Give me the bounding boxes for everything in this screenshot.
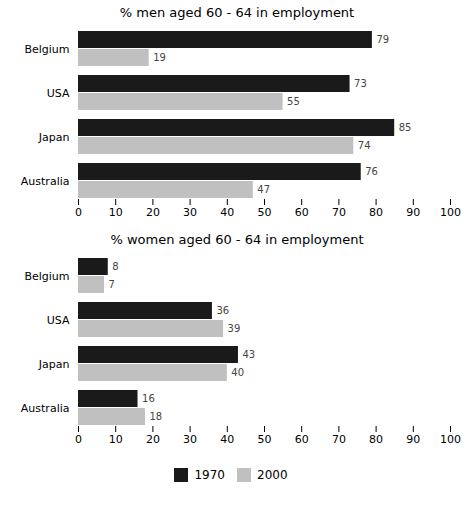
svg-text:10: 10 (109, 206, 123, 219)
svg-text:40: 40 (220, 433, 234, 446)
svg-text:0: 0 (75, 206, 82, 219)
svg-text:30: 30 (183, 206, 197, 219)
svg-text:16: 16 (142, 393, 155, 404)
svg-text:Australia: Australia (21, 402, 70, 415)
svg-text:60: 60 (295, 433, 309, 446)
svg-text:20: 20 (146, 433, 160, 446)
svg-text:USA: USA (47, 87, 70, 100)
svg-text:73: 73 (354, 78, 367, 89)
svg-text:60: 60 (295, 206, 309, 219)
svg-text:70: 70 (332, 433, 346, 446)
svg-text:80: 80 (369, 206, 383, 219)
svg-text:19: 19 (153, 52, 166, 63)
svg-text:0: 0 (75, 433, 82, 446)
svg-text:Australia: Australia (21, 175, 70, 188)
svg-text:90: 90 (406, 206, 420, 219)
svg-text:100: 100 (440, 206, 461, 219)
svg-text:8: 8 (112, 261, 118, 272)
svg-text:50: 50 (258, 433, 272, 446)
html-text:% men aged 60 - 64 in employme: % men aged 60 - 64 in employment (119, 5, 355, 20)
svg-text:47: 47 (257, 184, 270, 195)
svg-text:79: 79 (376, 34, 389, 45)
svg-text:40: 40 (220, 206, 234, 219)
svg-text:20: 20 (146, 206, 160, 219)
svg-text:Japan: Japan (38, 358, 70, 371)
svg-text:USA: USA (47, 314, 70, 327)
svg-text:18: 18 (149, 411, 162, 422)
svg-text:85: 85 (399, 122, 412, 133)
html-text:1970: 1970 (194, 467, 225, 482)
svg-text:50: 50 (258, 206, 272, 219)
svg-text:100: 100 (440, 433, 461, 446)
html-text:2000: 2000 (257, 467, 288, 482)
svg-text:30: 30 (183, 433, 197, 446)
svg-text:55: 55 (287, 96, 300, 107)
svg-text:74: 74 (358, 140, 371, 151)
svg-text:40: 40 (231, 367, 244, 378)
svg-text:36: 36 (216, 305, 229, 316)
svg-text:90: 90 (406, 433, 420, 446)
svg-text:Belgium: Belgium (24, 270, 69, 283)
svg-text:7: 7 (109, 279, 115, 290)
svg-text:Japan: Japan (38, 131, 70, 144)
svg-text:Belgium: Belgium (24, 43, 69, 56)
svg-text:76: 76 (365, 166, 378, 177)
svg-text:80: 80 (369, 433, 383, 446)
html-text:% women aged 60 - 64 in employ: % women aged 60 - 64 in employment (110, 232, 364, 247)
svg-text:10: 10 (109, 433, 123, 446)
svg-text:39: 39 (228, 323, 241, 334)
svg-text:43: 43 (242, 349, 255, 360)
svg-text:70: 70 (332, 206, 346, 219)
